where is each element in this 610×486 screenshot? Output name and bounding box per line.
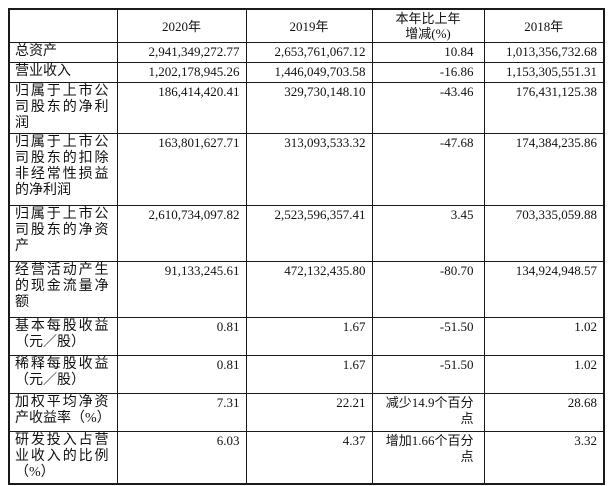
cell-y2019: 1.67 bbox=[245, 317, 373, 356]
cell-y2020: 2,610,734,097.82 bbox=[116, 205, 247, 262]
cell-y2018: 176,431,125.38 bbox=[483, 82, 605, 134]
table-row: 加权平均净资产收益率（%） 7.31 22.21 减少14.9个百分点 28.68 bbox=[8, 393, 605, 432]
cell-y2019: 1.67 bbox=[245, 355, 373, 394]
cell-y2019: 2,653,761,067.12 bbox=[245, 42, 373, 63]
cell-y2019: 472,132,435.80 bbox=[245, 261, 373, 318]
cell-y2019: 22.21 bbox=[245, 393, 373, 432]
row-label: 稀释每股收益（元／股） bbox=[8, 355, 118, 394]
row-label: 基本每股收益（元／股） bbox=[8, 317, 118, 356]
row-label: 归属于上市公司股东的净利润 bbox=[8, 82, 118, 134]
cell-y2018: 1.02 bbox=[483, 355, 605, 394]
cell-y2018: 1,013,356,732.68 bbox=[483, 42, 605, 63]
cell-change: -51.50 bbox=[371, 317, 485, 356]
cell-change: -16.86 bbox=[371, 62, 485, 83]
cell-y2020: 6.03 bbox=[116, 431, 247, 484]
header-cell-blank bbox=[8, 8, 118, 43]
cell-y2020: 1,202,178,945.26 bbox=[116, 62, 247, 83]
financial-summary-table: 2020年 2019年 本年比上年 增减(%) 2018年 总资产 2,941,3… bbox=[8, 8, 605, 485]
cell-change: 10.84 bbox=[371, 42, 485, 63]
cell-y2020: 2,941,349,272.77 bbox=[116, 42, 247, 63]
cell-change: -43.46 bbox=[371, 82, 485, 134]
table-row: 基本每股收益（元／股） 0.81 1.67 -51.50 1.02 bbox=[8, 317, 605, 356]
cell-y2020: 7.31 bbox=[116, 393, 247, 432]
cell-change: 3.45 bbox=[371, 205, 485, 262]
cell-y2018: 703,335,059.88 bbox=[483, 205, 605, 262]
row-label: 研发投入占营业收入的比例（%） bbox=[8, 431, 118, 484]
table-body: 总资产 2,941,349,272.77 2,653,761,067.12 10.84… bbox=[8, 42, 605, 484]
cell-y2019: 4.37 bbox=[245, 431, 373, 484]
header-cell-change: 本年比上年 增减(%) bbox=[371, 8, 485, 43]
cell-y2019: 313,093,533.32 bbox=[245, 133, 373, 206]
cell-y2020: 186,414,420.41 bbox=[116, 82, 247, 134]
cell-y2020: 0.81 bbox=[116, 317, 247, 356]
table-row: 研发投入占营业收入的比例（%） 6.03 4.37 增加1.66个百分点 3.32 bbox=[8, 431, 605, 484]
cell-y2018: 1.02 bbox=[483, 317, 605, 356]
row-label: 加权平均净资产收益率（%） bbox=[8, 393, 118, 432]
cell-y2020: 163,801,627.71 bbox=[116, 133, 247, 206]
header-cell-2018: 2018年 bbox=[483, 8, 605, 43]
cell-y2019: 1,446,049,703.58 bbox=[245, 62, 373, 83]
table-row: 归属于上市公司股东的净资产 2,610,734,097.82 2,523,596,3… bbox=[8, 205, 605, 262]
row-label: 归属于上市公司股东的净资产 bbox=[8, 205, 118, 262]
table-row: 经营活动产生的现金流量净额 91,133,245.61 472,132,435.80… bbox=[8, 261, 605, 318]
table-row: 营业收入 1,202,178,945.26 1,446,049,703.58 -16.… bbox=[8, 62, 605, 83]
cell-y2018: 134,924,948.57 bbox=[483, 261, 605, 318]
table-row: 总资产 2,941,349,272.77 2,653,761,067.12 10.84… bbox=[8, 42, 605, 63]
header-row: 2020年 2019年 本年比上年 增减(%) 2018年 bbox=[8, 8, 605, 43]
row-label: 归属于上市公司股东的扣除非经常性损益的净利润 bbox=[8, 133, 118, 206]
header-cell-2020: 2020年 bbox=[116, 8, 247, 43]
cell-y2018: 1,153,305,551.31 bbox=[483, 62, 605, 83]
cell-y2018: 28.68 bbox=[483, 393, 605, 432]
cell-change: 增加1.66个百分点 bbox=[371, 431, 485, 484]
table-row: 归属于上市公司股东的净利润 186,414,420.41 329,730,148.1… bbox=[8, 82, 605, 134]
cell-y2019: 2,523,596,357.41 bbox=[245, 205, 373, 262]
cell-change: 减少14.9个百分点 bbox=[371, 393, 485, 432]
cell-y2020: 91,133,245.61 bbox=[116, 261, 247, 318]
cell-y2018: 174,384,235.86 bbox=[483, 133, 605, 206]
cell-y2018: 3.32 bbox=[483, 431, 605, 484]
cell-y2020: 0.81 bbox=[116, 355, 247, 394]
header-cell-2019: 2019年 bbox=[245, 8, 373, 43]
row-label: 经营活动产生的现金流量净额 bbox=[8, 261, 118, 318]
row-label: 营业收入 bbox=[8, 62, 118, 83]
table-header: 2020年 2019年 本年比上年 增减(%) 2018年 bbox=[8, 8, 605, 43]
cell-change: -51.50 bbox=[371, 355, 485, 394]
cell-y2019: 329,730,148.10 bbox=[245, 82, 373, 134]
row-label: 总资产 bbox=[8, 42, 118, 63]
cell-change: -80.70 bbox=[371, 261, 485, 318]
table-row: 归属于上市公司股东的扣除非经常性损益的净利润 163,801,627.71 313,… bbox=[8, 133, 605, 206]
table-row: 稀释每股收益（元／股） 0.81 1.67 -51.50 1.02 bbox=[8, 355, 605, 394]
cell-change: -47.68 bbox=[371, 133, 485, 206]
